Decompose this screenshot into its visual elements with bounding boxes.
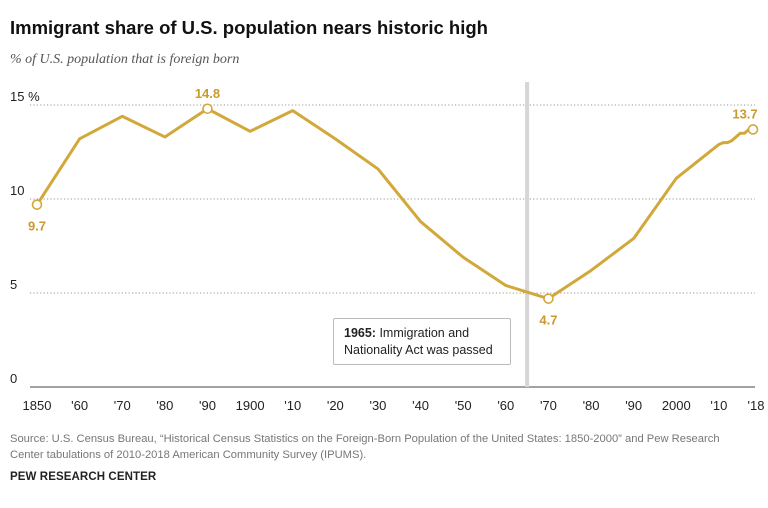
x-tick-label: '80	[583, 398, 600, 413]
chart-title: Immigrant share of U.S. population nears…	[10, 17, 488, 38]
x-tick-label: '18	[748, 398, 765, 413]
annotation-text-line2: Nationality Act was passed	[344, 343, 493, 357]
annotation-1965-box: 1965: Immigration and Nationality Act wa…	[333, 318, 511, 365]
x-tick-label: '90	[625, 398, 642, 413]
data-label: 14.8	[195, 86, 220, 101]
x-axis-ticks: 1850 '60 '70 '80 '90 1900 '10 '20 '30 '40 '50 '60 '7…	[23, 398, 765, 413]
annotation-year: 1965:	[344, 326, 376, 340]
y-tick-label: 15 %	[10, 89, 40, 104]
y-tick-label: 10	[10, 183, 24, 198]
x-tick-label: '30	[369, 398, 386, 413]
data-label: 9.7	[28, 219, 46, 234]
x-tick-label: 1850	[23, 398, 52, 413]
x-tick-label: 2000	[662, 398, 691, 413]
data-label: 13.7	[732, 106, 757, 121]
data-point-marker	[202, 103, 213, 115]
x-tick-label: '50	[455, 398, 472, 413]
x-tick-label: '10	[284, 398, 301, 413]
x-tick-label: '70	[540, 398, 557, 413]
data-point-marker	[31, 199, 43, 210]
y-tick-label: 0	[10, 371, 17, 386]
data-label: 4.7	[539, 313, 557, 328]
x-tick-label: 1900	[236, 398, 265, 413]
x-tick-label: '60	[497, 398, 514, 413]
y-tick-label: 5	[10, 277, 17, 292]
grid-layer	[30, 104, 755, 388]
chart-subtitle: % of U.S. population that is foreign bor…	[10, 52, 240, 67]
series-layer	[35, 107, 755, 301]
annotation-text-line1: Immigration and	[375, 326, 470, 340]
x-tick-label: '60	[71, 398, 88, 413]
x-tick-label: '40	[412, 398, 429, 413]
line-chart: 9.7 14.8 4.7 13.7 1850 '60 '70 '80 '90 1900 '10 '2…	[10, 82, 765, 413]
x-tick-label: '90	[199, 398, 216, 413]
x-tick-label: '70	[114, 398, 131, 413]
data-point-marker	[543, 293, 554, 304]
x-tick-label: '80	[156, 398, 173, 413]
x-tick-label: '10	[710, 398, 727, 413]
brand-logo-text: PEW RESEARCH CENTER	[10, 471, 157, 483]
highlight-points-layer: 9.7 14.8 4.7 13.7	[28, 86, 759, 328]
series-line	[35, 107, 755, 301]
y-axis-ticks: 0 5 10 15 %	[10, 89, 40, 386]
x-tick-label: '20	[327, 398, 344, 413]
data-point-marker	[747, 124, 759, 135]
source-note: Source: U.S. Census Bureau, “Historical …	[10, 433, 720, 461]
